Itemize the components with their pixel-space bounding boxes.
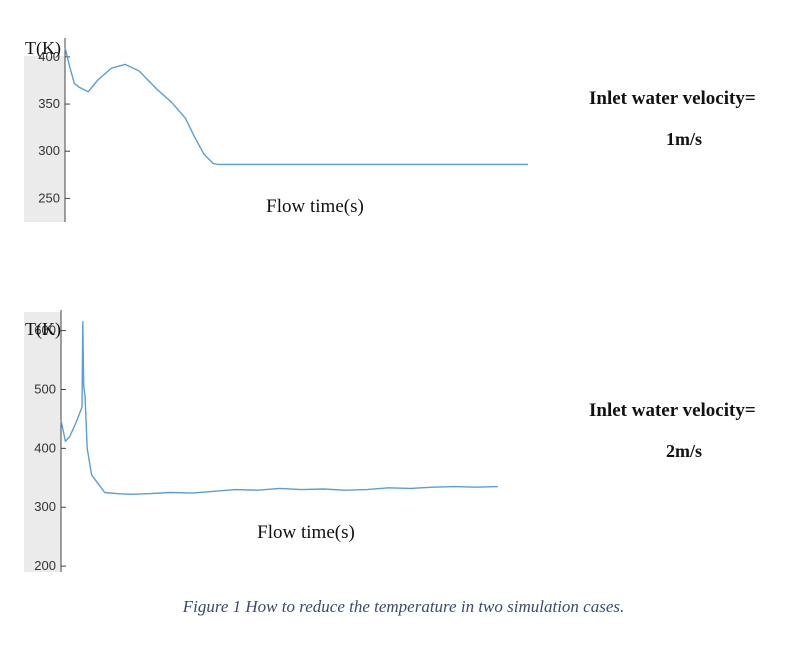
y-tick-label: 250 <box>38 190 60 205</box>
y-tick-label: 500 <box>34 381 56 396</box>
figure-caption: Figure 1 How to reduce the temperature i… <box>182 597 625 616</box>
y-axis-band <box>24 312 61 572</box>
x-axis-label: Flow time(s) <box>257 522 355 543</box>
chart-panel-1: 250 300 350 400 T(K) Flow time(s) Inlet water… <box>0 0 807 240</box>
y-tick-label: 300 <box>34 499 56 514</box>
y-axis-label: T(K) <box>25 38 61 59</box>
temperature-series-line <box>60 321 499 495</box>
x-axis-label: Flow time(s) <box>266 196 364 217</box>
chart-2-velocity-value: 2m/s <box>666 441 702 461</box>
chart-1-velocity-value: 1m/s <box>666 129 702 149</box>
y-tick-label: 200 <box>34 558 56 573</box>
y-tick-label: 300 <box>38 143 60 158</box>
y-axis-band <box>24 56 65 222</box>
temperature-series-line <box>64 47 528 166</box>
chart-panel-2: 200 300 400 500 600 T(K) Flow time(s) Inlet wa… <box>24 310 756 573</box>
y-tick-label: 600 <box>34 323 56 338</box>
chart-2-velocity-label: Inlet water velocity= <box>589 400 756 421</box>
y-tick-label: 400 <box>34 440 56 455</box>
y-axis-label: T(K) <box>25 319 61 340</box>
chart-1-velocity-label: Inlet water velocity= <box>589 88 756 109</box>
y-tick-label: 400 <box>38 49 60 64</box>
y-tick-label: 350 <box>38 96 60 111</box>
